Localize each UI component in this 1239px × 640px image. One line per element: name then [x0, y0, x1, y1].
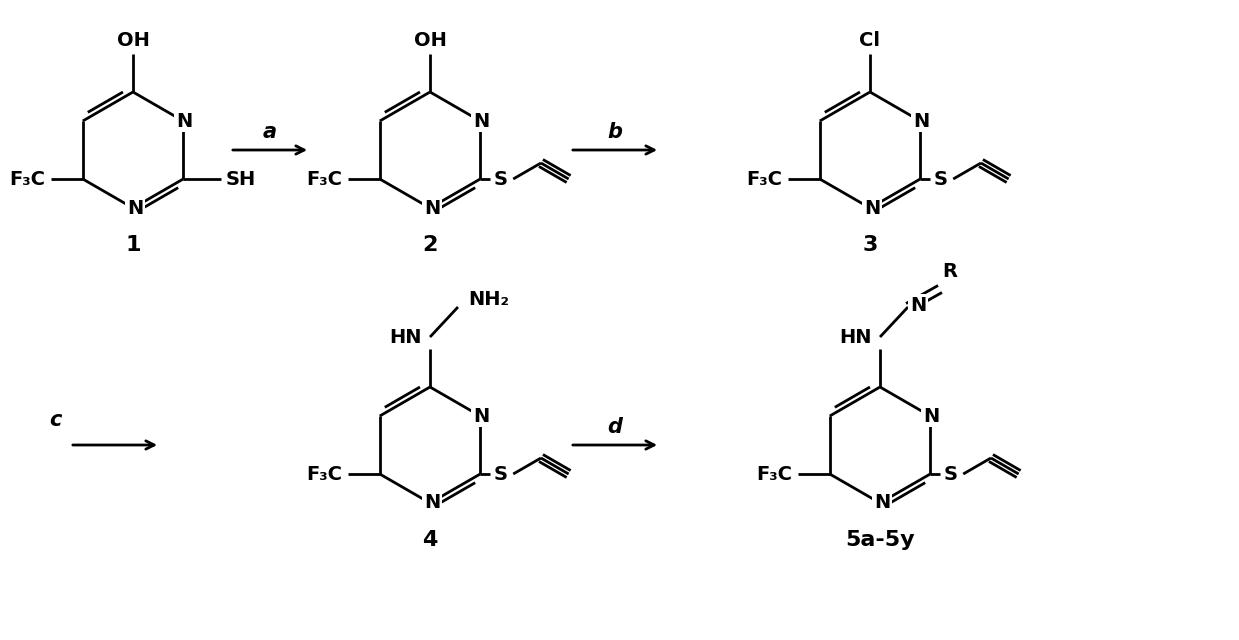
Text: OH: OH	[414, 31, 446, 49]
Text: R: R	[943, 262, 958, 280]
Text: c: c	[48, 410, 61, 430]
Text: N: N	[473, 406, 489, 426]
Text: F₃C: F₃C	[746, 170, 782, 189]
Text: OH: OH	[116, 31, 150, 49]
Text: N: N	[909, 296, 927, 314]
Text: HN: HN	[840, 328, 872, 346]
Text: N: N	[176, 111, 192, 131]
Text: F₃C: F₃C	[756, 465, 792, 483]
Text: NH₂: NH₂	[468, 289, 509, 308]
Text: HN: HN	[389, 328, 422, 346]
Text: N: N	[923, 406, 939, 426]
Text: N: N	[913, 111, 929, 131]
Text: 5a-5y: 5a-5y	[845, 530, 914, 550]
Text: S: S	[933, 170, 948, 189]
Text: S: S	[943, 465, 958, 483]
Text: 3: 3	[862, 235, 877, 255]
Text: N: N	[424, 198, 440, 218]
Text: F₃C: F₃C	[306, 465, 342, 483]
Text: 2: 2	[422, 235, 437, 255]
Text: N: N	[873, 493, 890, 513]
Text: S: S	[493, 465, 507, 483]
Text: N: N	[424, 493, 440, 513]
Text: a: a	[263, 122, 278, 142]
Text: 4: 4	[422, 530, 437, 550]
Text: N: N	[864, 198, 880, 218]
Text: N: N	[126, 198, 144, 218]
Text: d: d	[607, 417, 622, 437]
Text: 1: 1	[125, 235, 141, 255]
Text: b: b	[607, 122, 622, 142]
Text: SH: SH	[225, 170, 256, 189]
Text: F₃C: F₃C	[9, 170, 45, 189]
Text: F₃C: F₃C	[306, 170, 342, 189]
Text: Cl: Cl	[860, 31, 881, 49]
Text: S: S	[493, 170, 507, 189]
Text: N: N	[473, 111, 489, 131]
